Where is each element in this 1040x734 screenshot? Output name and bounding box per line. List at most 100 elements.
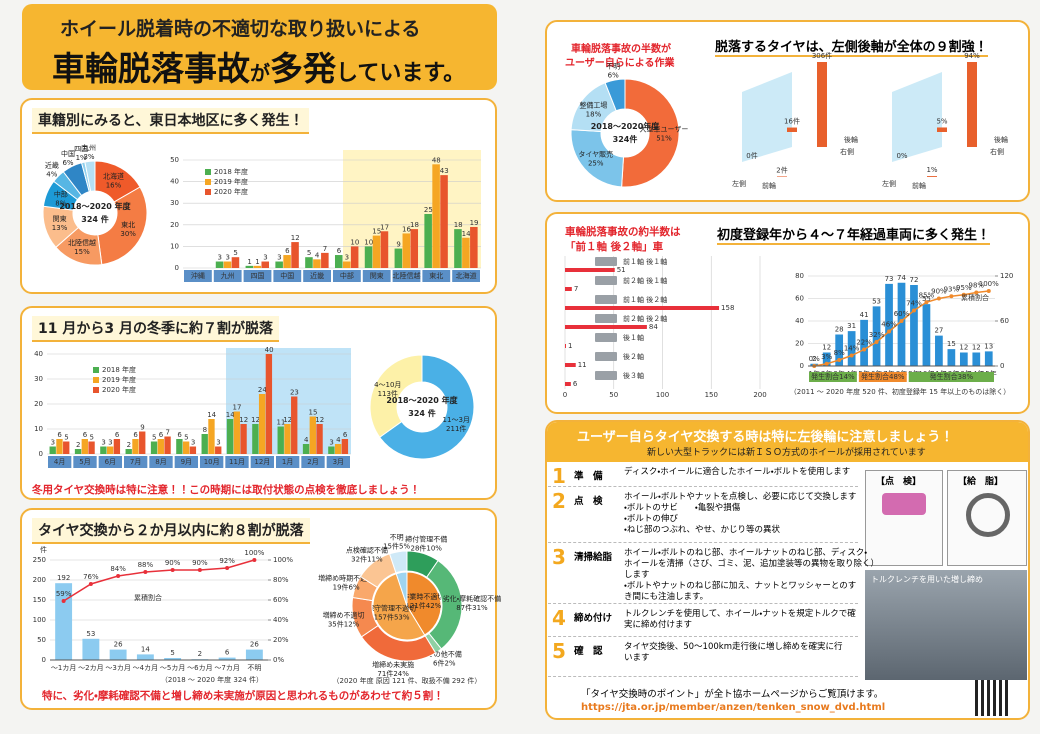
data-label: 0%	[896, 152, 907, 160]
data-label: 7	[574, 285, 578, 293]
slice-value: 157件53%	[374, 613, 410, 622]
data-label: 5	[184, 434, 188, 442]
line-label: 98%	[969, 282, 985, 290]
bar	[164, 436, 171, 454]
bar	[265, 354, 273, 454]
y2-tick-label: 0%	[273, 656, 284, 664]
line-point	[911, 308, 916, 313]
line-label: 90%	[192, 559, 208, 567]
bar	[283, 255, 291, 268]
x-tick-label: 北海道	[456, 271, 477, 280]
bar	[81, 439, 88, 454]
chart-note: （2011 ～ 2020 年度 520 件、初度登録年 15 年以上のものは除く…	[790, 387, 1010, 396]
category-cell	[326, 456, 350, 468]
y2-tick-label: 60%	[273, 596, 289, 604]
step-text: ・ボルトの伸び	[624, 514, 678, 524]
wheel-bar	[787, 127, 797, 132]
line-label: 100%	[244, 549, 264, 557]
category-cell	[301, 456, 325, 468]
bar	[136, 654, 154, 660]
grease-box: 【給 脂】	[947, 470, 1027, 566]
donut-center: 2018～2020 年度	[386, 395, 458, 405]
y-tick-label: 100	[33, 616, 46, 624]
data-label: 94%	[964, 52, 980, 60]
line-point	[252, 558, 257, 562]
slice-label: 中部	[54, 189, 68, 198]
slice-value: 71件24%	[377, 669, 409, 678]
x-tick-label: 不明	[247, 664, 261, 672]
bar	[182, 441, 190, 454]
slice-label: 中国	[61, 149, 75, 158]
slice-label: 不明	[390, 533, 404, 541]
x-tick-label: 10月	[204, 458, 220, 466]
category-cell	[48, 456, 72, 468]
bar	[233, 411, 240, 454]
data-label: 48	[432, 156, 441, 164]
legend-label: 2019 年度	[102, 375, 136, 384]
bar	[984, 351, 993, 366]
data-label: 55	[922, 295, 931, 303]
y-tick-label: 50	[170, 156, 179, 164]
data-label: 5	[90, 434, 94, 442]
y-tick-label: 200	[33, 576, 46, 584]
slice-label: 不明	[606, 63, 620, 71]
slice-label: 整備工場	[579, 101, 607, 110]
x-tick-label: 2月	[307, 458, 318, 466]
bar	[440, 175, 448, 268]
data-label: 7	[166, 429, 170, 437]
category-cell	[200, 456, 224, 468]
line-point	[170, 568, 175, 572]
bar	[302, 444, 310, 454]
bar	[106, 446, 114, 454]
line-label: 85%	[919, 291, 935, 299]
step-text: ・ボルトのサビ ・亀裂や損傷	[624, 503, 741, 513]
step-title: 準 備	[574, 471, 603, 482]
data-label: 5	[64, 434, 68, 442]
x-tick-label: ～2カ月	[78, 664, 103, 672]
bar	[49, 446, 56, 454]
bar	[922, 304, 931, 366]
bar	[231, 257, 240, 268]
slice-label: 北陸信越	[68, 238, 96, 247]
line-point	[936, 296, 941, 301]
data-label: 1	[247, 258, 251, 266]
bar	[334, 444, 342, 454]
donut-slice	[621, 78, 680, 188]
title-line2: 車輪脱落事故が多発しています。	[52, 42, 465, 90]
slice-label: 締付管理不備	[405, 534, 447, 543]
data-label: 5%	[936, 117, 947, 125]
y-tick-label: 10	[170, 242, 179, 250]
donut-center: 324件	[613, 134, 638, 144]
step-title: 点 検	[574, 496, 603, 507]
slice-label: 増締め不適切	[323, 611, 365, 620]
y-tick-label: 0	[800, 362, 804, 370]
bar	[164, 658, 182, 660]
data-label: 84	[649, 323, 658, 331]
line-label: 22%	[856, 339, 872, 347]
line-label: 59%	[56, 590, 72, 598]
legend-label: 2018 年度	[102, 365, 136, 374]
slice-value: 18%	[586, 111, 602, 119]
x-tick-label: 沖縄	[191, 271, 205, 280]
annotation-box	[809, 372, 857, 382]
y-tick-label: 20	[34, 400, 43, 408]
title-medium: しています。	[336, 61, 466, 86]
step-text: ・ねじ部のつぶれ、やせ、かじり等の異状	[624, 525, 780, 535]
category-label: 後２軸	[623, 352, 644, 361]
bar	[240, 424, 247, 454]
line-point	[949, 294, 954, 299]
x-tick-label: 7月	[130, 458, 141, 466]
data-label: 15	[947, 340, 956, 348]
step-row: 1 準 備 ディスク・ホイールに適合したホイール・ボルトを使用します	[548, 462, 858, 488]
age-chart: 02040608006012021年122年283年314年415年536年73…	[790, 272, 1014, 396]
step-text: トルクレンチを使用して、ホイール・ナットを規定トルクで確	[624, 609, 856, 619]
y-tick-label: 150	[33, 596, 46, 604]
bar	[565, 325, 647, 329]
data-label: 3	[218, 254, 222, 262]
legend-swatch	[205, 189, 211, 195]
slice-label: 4～10月	[374, 381, 401, 389]
data-label: 40	[265, 346, 274, 354]
header: ホイール脱着時の不適切な取り扱いによる 車輪脱落事故が多発しています。	[22, 4, 497, 90]
